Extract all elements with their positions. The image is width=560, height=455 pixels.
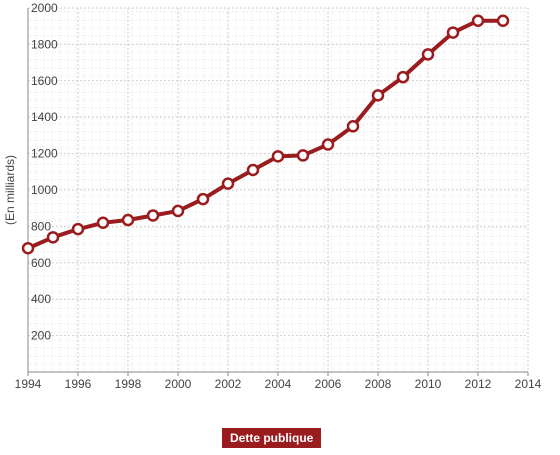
x-tick-label: 2010 (415, 377, 442, 391)
grid (27, 7, 529, 373)
data-point-2009[interactable] (396, 70, 410, 84)
x-tick-label: 2014 (515, 377, 542, 391)
y-axis-title: (En milliards) (3, 155, 17, 225)
x-tick-label: 1996 (65, 377, 92, 391)
data-point-2005[interactable] (296, 149, 310, 162)
y-tick-label: 1600 (31, 74, 58, 88)
y-tick-label: 1800 (31, 37, 58, 51)
y-tick-label: 600 (31, 256, 51, 270)
data-point-1999[interactable] (146, 209, 160, 222)
data-point-1998[interactable] (121, 213, 135, 227)
y-tick-label: 1000 (31, 183, 58, 197)
data-point-2013[interactable] (496, 14, 510, 27)
legend-item-dette-publique[interactable]: Dette publique (222, 428, 322, 448)
y-tick-label: 1200 (31, 147, 58, 161)
data-point-2003[interactable] (246, 163, 260, 177)
data-point-2012[interactable] (471, 14, 485, 27)
x-tick-label: 2008 (365, 377, 392, 391)
x-tick-label: 2006 (315, 377, 342, 391)
data-point-2011[interactable] (446, 26, 460, 39)
data-point-1994[interactable] (21, 241, 35, 255)
y-tick-label: 1400 (31, 110, 58, 124)
x-tick-label: 2000 (165, 377, 192, 391)
data-point-2008[interactable] (371, 89, 385, 102)
y-tick-label: 400 (31, 292, 51, 306)
x-tick-label: 2012 (465, 377, 492, 391)
x-tick-label: 1994 (15, 377, 42, 391)
x-tick-label: 1998 (115, 377, 142, 391)
data-point-2002[interactable] (221, 177, 235, 190)
y-tick-label: 800 (31, 219, 51, 233)
y-tick-label: 200 (31, 329, 51, 343)
x-tick-label: 2004 (265, 377, 292, 391)
x-tick-label: 2002 (215, 377, 242, 391)
data-point-2004[interactable] (271, 150, 285, 163)
data-point-2010[interactable] (421, 48, 435, 61)
data-point-1996[interactable] (71, 222, 85, 236)
data-point-1995[interactable] (46, 231, 60, 244)
tick-labels: 200 400 600 800 1000 1200 1400 1600 1800 2000 1994… (15, 1, 542, 391)
data-point-2006[interactable] (321, 138, 335, 151)
data-point-2001[interactable] (196, 192, 210, 206)
data-point-2007[interactable] (346, 120, 360, 133)
y-tick-label: 2000 (31, 1, 58, 15)
data-point-2000[interactable] (171, 204, 185, 218)
data-points (21, 14, 510, 255)
data-point-1997[interactable] (96, 216, 110, 230)
